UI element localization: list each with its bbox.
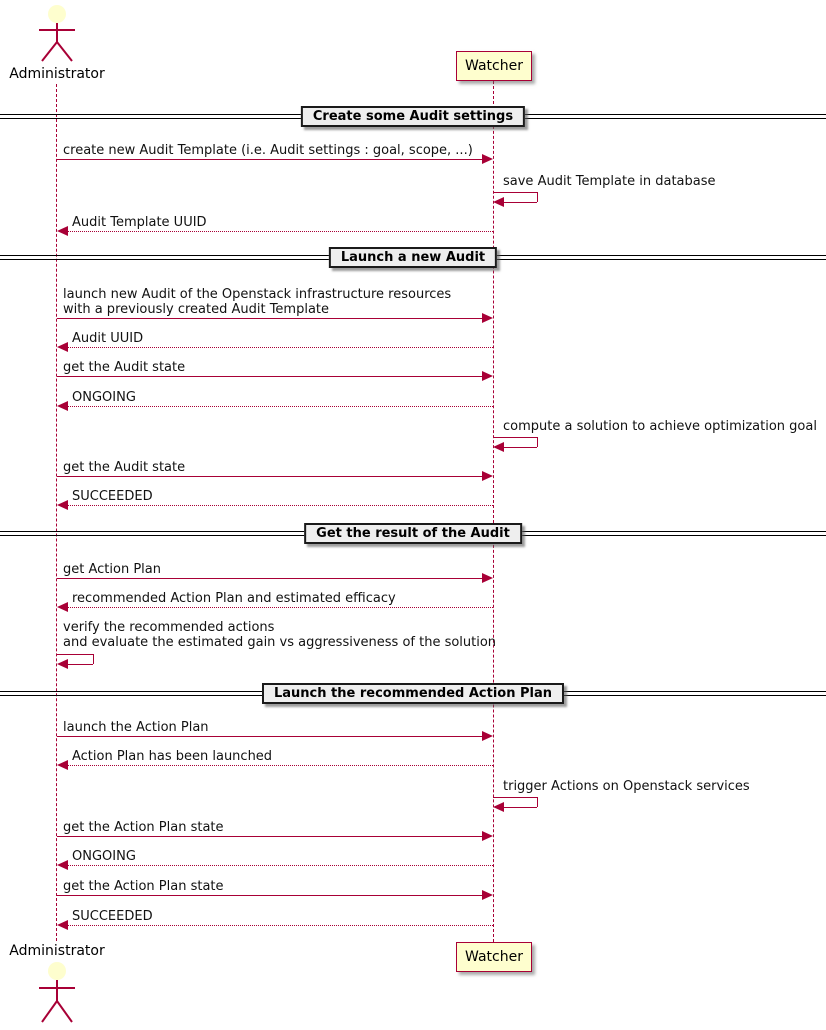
administrator-actor-icon: [32, 959, 82, 1030]
arrowhead-left: [57, 920, 68, 930]
watcher-box-bottom: Watcher: [456, 942, 532, 972]
arrowhead-right: [482, 731, 493, 741]
section-title: Launch the recommended Action Plan: [261, 683, 565, 704]
administrator-label-bottom: Administrator: [9, 943, 105, 959]
arrowhead-right: [482, 371, 493, 381]
arrowhead-left: [57, 659, 68, 669]
arrowhead-right: [482, 154, 493, 164]
arrowhead-left: [493, 442, 504, 452]
arrowhead-right: [482, 313, 493, 323]
arrowhead-left: [57, 226, 68, 236]
section-title: Launch a new Audit: [328, 247, 498, 268]
administrator-label-top: Administrator: [9, 66, 105, 82]
section-divider: Launch a new Audit: [0, 247, 826, 269]
arrowhead-left: [57, 760, 68, 770]
arrowhead-left: [493, 197, 504, 207]
administrator-lifeline: [56, 84, 57, 941]
arrowhead-left: [57, 401, 68, 411]
section-title: Create some Audit settings: [300, 106, 526, 127]
watcher-lifeline: [493, 81, 494, 942]
administrator-actor-icon: [32, 3, 82, 69]
section-divider: Create some Audit settings: [0, 106, 826, 128]
arrowhead-left: [493, 802, 504, 812]
arrowhead-left: [57, 602, 68, 612]
arrowhead-left: [57, 342, 68, 352]
arrowhead-left: [57, 500, 68, 510]
arrowhead-right: [482, 831, 493, 841]
section-divider: Launch the recommended Action Plan: [0, 683, 826, 705]
arrowhead-right: [482, 890, 493, 900]
arrowhead-left: [57, 860, 68, 870]
arrowhead-right: [482, 573, 493, 583]
section-title: Get the result of the Audit: [304, 523, 522, 544]
section-divider: Get the result of the Audit: [0, 523, 826, 545]
watcher-box-top: Watcher: [456, 51, 532, 81]
arrowhead-right: [482, 471, 493, 481]
